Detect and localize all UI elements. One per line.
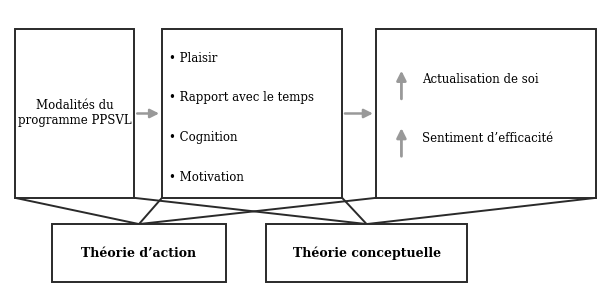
- Text: Sentiment d’efficacité: Sentiment d’efficacité: [422, 132, 553, 145]
- Bar: [52, 224, 226, 282]
- Text: Théorie conceptuelle: Théorie conceptuelle: [293, 246, 441, 260]
- Text: Modalités du
programme PPSVL: Modalités du programme PPSVL: [18, 100, 131, 127]
- Text: Actualisation de soi: Actualisation de soi: [422, 73, 538, 86]
- Text: • Motivation: • Motivation: [169, 171, 244, 184]
- Text: • Cognition: • Cognition: [169, 131, 238, 144]
- Bar: [162, 29, 342, 198]
- Text: • Plaisir: • Plaisir: [169, 52, 218, 65]
- Bar: [15, 29, 134, 198]
- Text: Théorie d’action: Théorie d’action: [81, 247, 197, 260]
- Bar: [376, 29, 596, 198]
- Text: • Rapport avec le temps: • Rapport avec le temps: [169, 91, 314, 104]
- Bar: [266, 224, 467, 282]
